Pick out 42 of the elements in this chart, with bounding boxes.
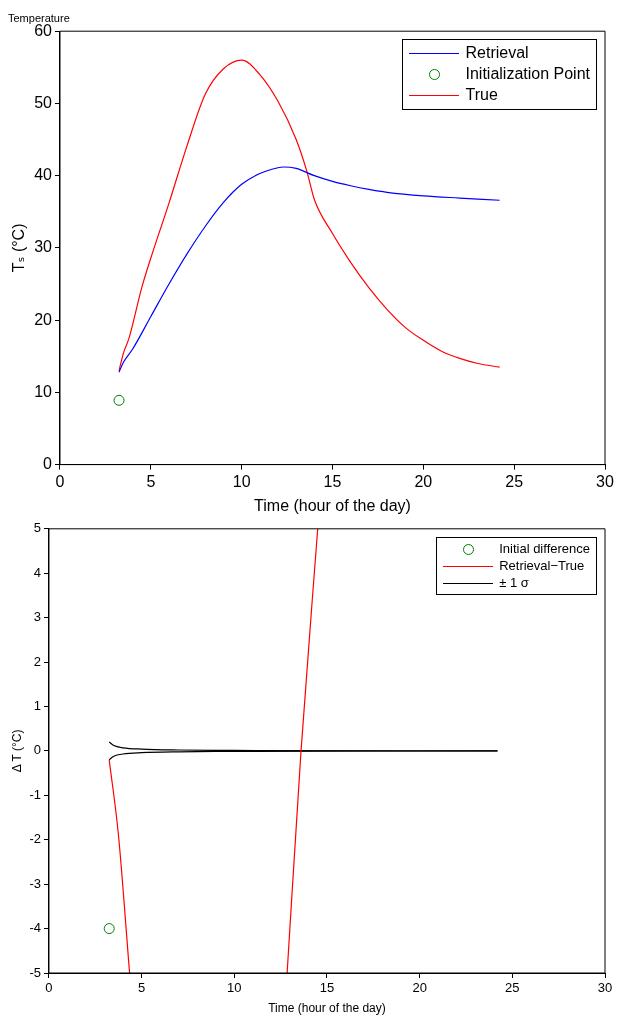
x-tick-label: 15	[319, 980, 335, 996]
x-tick-label: 20	[414, 472, 433, 490]
y-tick-label: 5	[33, 520, 41, 536]
x-tick-label: 30	[596, 472, 614, 490]
x-tick-label: 15	[323, 472, 342, 490]
x-tick-label: 30	[597, 980, 613, 996]
x-tick-label: 25	[505, 472, 524, 490]
y-tick-label: 0	[33, 742, 41, 758]
y-axis-title: Tₛ (°C)	[10, 223, 28, 273]
legend-label: True	[465, 84, 498, 105]
x-tick-label: 20	[412, 980, 427, 996]
y-tick-label: 30	[34, 238, 53, 256]
y-tick-label: 1	[33, 698, 41, 714]
y-tick-label: 20	[34, 310, 53, 328]
legend-label: Retrieval−True	[499, 557, 585, 575]
y-tick-label: 2	[33, 653, 41, 669]
chart-title: Temperature	[8, 11, 70, 24]
y-tick-label: -3	[29, 875, 41, 891]
y-tick-label: 3	[33, 609, 41, 625]
legend-label: Initial difference	[499, 540, 590, 558]
y-axis-title: Δ T (°C)	[9, 729, 24, 773]
y-tick-label: -4	[29, 920, 41, 936]
y-tick-label: 50	[34, 93, 53, 111]
y-tick-label: -1	[29, 786, 41, 802]
x-tick-label: 0	[55, 472, 65, 490]
x-tick-label: 25	[505, 980, 520, 996]
y-tick-label: 4	[33, 564, 41, 580]
x-axis-title: Time (hour of the day)	[268, 1001, 386, 1016]
x-axis-title: Time (hour of the day)	[254, 496, 411, 514]
x-tick-label: 10	[232, 472, 251, 490]
y-tick-label: 60	[34, 21, 53, 39]
x-tick-label: 5	[146, 472, 156, 490]
legend-label: Initialization Point	[465, 64, 590, 84]
y-tick-label: 40	[34, 166, 53, 184]
y-tick-label: 0	[43, 455, 53, 473]
x-tick-label: 10	[227, 980, 242, 996]
legend-label: ± 1 σ	[499, 574, 529, 592]
y-tick-label: -2	[29, 831, 41, 847]
legend-label: Retrieval	[465, 43, 529, 64]
x-tick-label: 5	[138, 980, 146, 996]
y-tick-label: 10	[34, 382, 53, 400]
y-tick-label: -5	[29, 964, 41, 980]
